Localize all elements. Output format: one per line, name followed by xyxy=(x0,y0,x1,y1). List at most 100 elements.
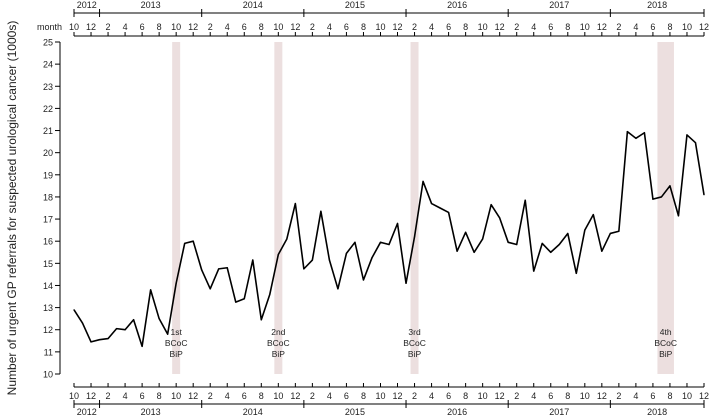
bottom-month-tick-label: 10 xyxy=(171,391,181,401)
data-point xyxy=(354,241,356,243)
bottom-month-tick-label: 12 xyxy=(699,391,709,401)
data-point xyxy=(132,319,135,321)
top-year-label: 2018 xyxy=(647,0,667,10)
series-marks xyxy=(73,130,705,348)
top-year-label: 2014 xyxy=(243,0,263,10)
data-point xyxy=(516,243,518,246)
top-year-label: 2012 xyxy=(77,0,97,10)
bottom-year-label: 2012 xyxy=(77,407,97,417)
data-point xyxy=(584,229,586,231)
data-point xyxy=(371,257,373,259)
data-point xyxy=(550,251,552,253)
bottom-month-tick-label: 6 xyxy=(242,391,247,401)
top-month-tick-label: 4 xyxy=(123,22,128,32)
bcoc-label-2-2: BCoC xyxy=(267,338,290,348)
data-point xyxy=(686,134,688,136)
bcoc-label-4-2: BCoC xyxy=(654,338,677,348)
bottom-month-tick-label: 6 xyxy=(140,391,145,401)
top-year-label: 2017 xyxy=(549,0,569,10)
top-month-tick-label: 8 xyxy=(463,22,468,32)
data-point xyxy=(413,236,416,238)
bottom-month-tick-label: 12 xyxy=(597,391,607,401)
y-tick-label: 12 xyxy=(43,325,53,335)
data-point xyxy=(618,230,620,232)
top-month-tick-label: 10 xyxy=(580,22,590,32)
data-point xyxy=(694,142,697,144)
bcoc-band-2 xyxy=(274,42,283,374)
bcoc-label-1-2: BCoC xyxy=(165,338,188,348)
top-month-tick-label: 6 xyxy=(242,22,247,32)
data-point xyxy=(362,279,365,281)
bcoc-label-1-1: 1st xyxy=(170,327,182,337)
y-tick-label: 22 xyxy=(43,104,53,114)
bottom-month-tick-label: 2 xyxy=(310,391,315,401)
top-month-tick-label: 12 xyxy=(699,22,709,32)
data-point xyxy=(209,288,211,290)
top-month-tick-label: 12 xyxy=(290,22,300,32)
data-point xyxy=(499,217,501,219)
y-tick-label: 17 xyxy=(43,215,53,225)
data-point xyxy=(533,270,535,272)
bottom-month-tick-label: 2 xyxy=(208,391,213,401)
bottom-month-tick-label: 12 xyxy=(290,391,300,401)
data-point xyxy=(541,242,543,245)
data-point xyxy=(379,241,382,243)
top-month-tick-label: 12 xyxy=(86,22,96,32)
top-month-tick-label: 4 xyxy=(633,22,638,32)
bcoc-label-3-3: BiP xyxy=(408,349,422,359)
data-point xyxy=(235,301,237,303)
top-year-label: 2015 xyxy=(345,0,365,10)
top-month-tick-label: 12 xyxy=(597,22,607,32)
y-tick-label: 21 xyxy=(43,126,53,136)
top-month-tick-label: 10 xyxy=(69,22,79,32)
data-point xyxy=(90,341,92,343)
top-year-label: 2016 xyxy=(447,0,467,10)
bottom-month-tick-label: 10 xyxy=(682,391,692,401)
data-point xyxy=(226,267,228,269)
bcoc-label-4-1: 4th xyxy=(660,327,672,337)
y-tick-label: 10 xyxy=(43,370,53,380)
bottom-month-tick-label: 2 xyxy=(412,391,417,401)
top-month-tick-label: 10 xyxy=(273,22,283,32)
bottom-year-label: 2018 xyxy=(647,407,667,417)
top-month-tick-label: 12 xyxy=(188,22,198,32)
data-point xyxy=(218,268,220,270)
bcoc-label-1-3: BiP xyxy=(170,349,184,359)
data-point xyxy=(524,199,526,201)
data-point xyxy=(575,272,577,274)
bottom-month-tick-label: 12 xyxy=(188,391,198,401)
bottom-month-tick-label: 6 xyxy=(650,391,655,401)
bottom-month-tick-label: 4 xyxy=(531,391,536,401)
top-month-tick-label: 10 xyxy=(682,22,692,32)
annotation-bands xyxy=(172,42,674,374)
bottom-month-tick-label: 12 xyxy=(86,391,96,401)
y-tick-label: 16 xyxy=(43,237,53,247)
data-point xyxy=(141,345,143,347)
data-point xyxy=(609,232,611,235)
data-point xyxy=(592,214,594,216)
top-month-tick-label: 8 xyxy=(565,22,570,32)
data-point xyxy=(277,253,279,256)
bottom-month-tick-label: 10 xyxy=(375,391,385,401)
y-tick-label: 20 xyxy=(43,148,53,158)
data-point xyxy=(184,242,186,245)
bottom-year-label: 2013 xyxy=(141,407,161,417)
y-axis-title: Number of urgent GP referrals for suspec… xyxy=(5,21,19,396)
bcoc-band-4 xyxy=(657,42,674,374)
y-tick-label: 13 xyxy=(43,303,53,313)
bottom-month-tick-label: 6 xyxy=(344,391,349,401)
data-point xyxy=(567,232,569,235)
top-month-tick-label: 8 xyxy=(361,22,366,32)
top-month-tick-label: 2 xyxy=(616,22,621,32)
data-point xyxy=(422,180,424,183)
data-point xyxy=(201,269,203,271)
data-point xyxy=(490,204,492,206)
y-tick-label: 11 xyxy=(44,347,53,357)
bottom-month-tick-label: 8 xyxy=(259,391,264,401)
bottom-month-tick-label: 2 xyxy=(514,391,519,401)
data-point xyxy=(465,231,467,233)
bottom-month-tick-label: 8 xyxy=(361,391,366,401)
bottom-month-tick-label: 10 xyxy=(273,391,283,401)
data-point xyxy=(269,293,271,295)
data-point xyxy=(439,207,441,209)
